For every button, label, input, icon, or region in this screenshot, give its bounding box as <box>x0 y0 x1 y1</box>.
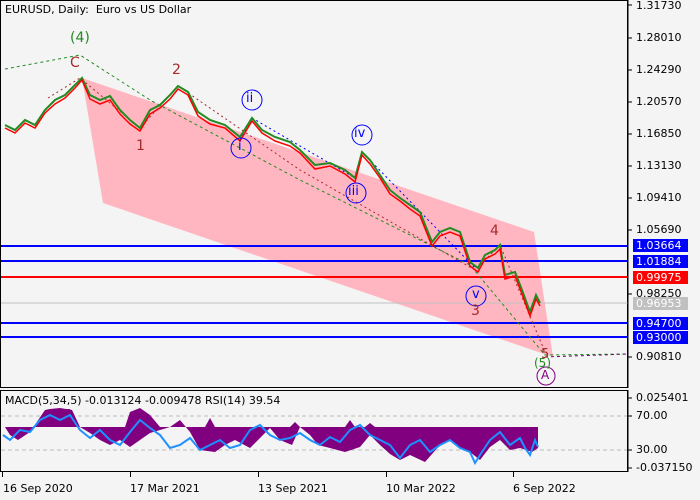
wave-label-iii: iii <box>348 184 359 199</box>
date-label: 17 Mar 2021 <box>130 482 200 495</box>
date-label: 16 Sep 2020 <box>3 482 73 495</box>
wave-label-1: 1 <box>136 138 145 154</box>
date-tick <box>386 472 387 477</box>
price-tag-level: 0.99975 <box>633 271 688 284</box>
date-tick <box>258 472 259 477</box>
wave-label-a: A <box>541 368 550 382</box>
price-tag-level: 1.03664 <box>633 239 688 252</box>
wave-label-4: 4 <box>490 223 499 239</box>
date-tick <box>2 472 3 477</box>
channel-fill <box>82 78 553 357</box>
wave-label-ii: ii <box>246 91 254 106</box>
wave-label-iv: iv <box>354 126 366 141</box>
price-tick: 1.16850 <box>636 127 682 140</box>
price-tick: 1.20570 <box>636 95 682 108</box>
wave-label-5: 5 <box>541 347 550 362</box>
price-tick: 1.24290 <box>636 63 682 76</box>
indicator-tick: 30.00 <box>636 443 668 456</box>
price-tag-current: 0.96953 <box>633 297 688 310</box>
wave-label-3: 3 <box>471 303 480 319</box>
wave-circles <box>230 89 487 307</box>
price-tag-level: 1.01884 <box>633 255 688 268</box>
price-tick: 1.28010 <box>636 31 682 44</box>
date-label: 10 Mar 2022 <box>386 482 456 495</box>
indicator-tick: -0.037150 <box>636 461 693 474</box>
date-label: 6 Sep 2022 <box>513 482 576 495</box>
price-tick: 1.09410 <box>636 191 682 204</box>
wave-label-2: 2 <box>172 62 181 78</box>
wave-label-4-big: (4) <box>70 30 90 46</box>
price-tick: 0.90810 <box>636 350 682 363</box>
candles <box>4 76 541 319</box>
date-tick <box>513 472 514 477</box>
wave-label-i: i <box>238 139 242 154</box>
price-tag-level: 0.94700 <box>633 317 688 330</box>
price-tick: 1.13130 <box>636 159 682 172</box>
macd-histogram-positive <box>45 408 375 427</box>
indicator-panel[interactable] <box>0 390 628 472</box>
price-tag-level: 0.93000 <box>633 331 688 344</box>
price-tick: 1.31730 <box>636 0 682 12</box>
wave-label-5-big: (5) <box>534 356 551 370</box>
wave-label-v: v <box>472 287 480 302</box>
indicator-title: MACD(5,34,5) -0.013124 -0.009478 RSI(14)… <box>5 394 281 407</box>
wave-path-forecast <box>544 353 629 358</box>
wave-path-primary <box>4 54 629 356</box>
indicator-tick: 70.00 <box>636 409 668 422</box>
macd-histogram <box>5 408 538 462</box>
price-tick: 0.98250 <box>636 287 682 300</box>
wave-label-c: C <box>70 55 80 71</box>
rsi-line <box>2 413 539 466</box>
price-tick: 1.05690 <box>636 223 682 236</box>
chart-title: EURUSD, Daily: Euro vs US Dollar <box>5 3 192 16</box>
wave-a-circle <box>536 366 556 386</box>
date-tick <box>130 472 131 477</box>
indicator-tick: 0.025401 <box>636 391 689 404</box>
date-label: 13 Sep 2021 <box>258 482 328 495</box>
